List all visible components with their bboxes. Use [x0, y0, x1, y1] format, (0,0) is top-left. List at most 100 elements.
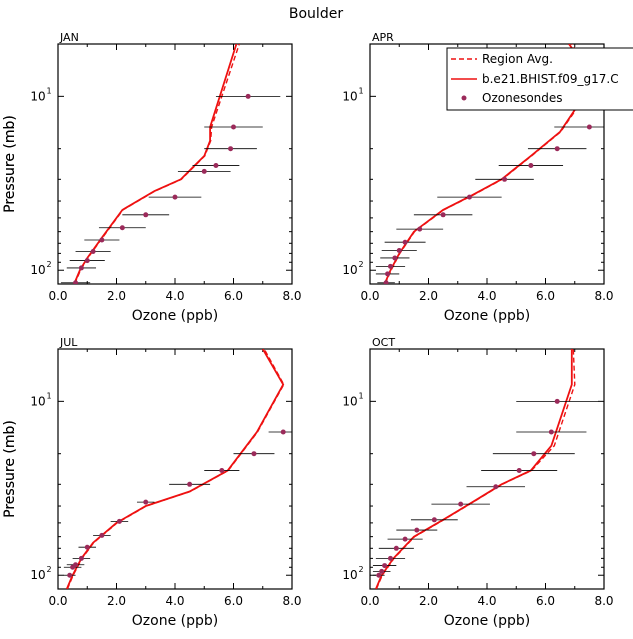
region-avg-line — [66, 349, 285, 589]
y-tick-label: 10 — [30, 394, 45, 408]
legend: Region Avg. b.e21.BHIST.f09_g17.C Ozones… — [446, 47, 633, 111]
sonde-marker — [231, 124, 236, 130]
y-tick-label: 10 — [342, 394, 357, 408]
sonde-marker — [516, 468, 522, 474]
y-tick-exponent: 1 — [358, 86, 363, 95]
sonde-marker — [493, 484, 499, 490]
x-tick-label: 0.0 — [48, 594, 67, 608]
y-tick-label: 10 — [342, 89, 357, 103]
plot-frame — [369, 348, 605, 590]
y-tick-label: 10 — [30, 568, 45, 582]
panel-label: JAN — [59, 31, 79, 44]
figure-title: Boulder — [289, 6, 343, 22]
legend-box — [446, 47, 633, 111]
sonde-marker — [528, 163, 534, 169]
y-tick-label: 10 — [342, 568, 357, 582]
y-axis-label: Pressure (mb) — [2, 420, 18, 518]
sonde-marker — [73, 562, 79, 568]
y-tick-label: 10 — [342, 263, 357, 277]
legend-label-model: b.e21.BHIST.f09_g17.C — [482, 72, 619, 86]
x-tick-label: 4.0 — [477, 594, 496, 608]
x-tick-label: 8.0 — [282, 289, 301, 303]
sonde-marker — [502, 176, 508, 182]
y-axis-label: Pressure (mb) — [2, 115, 18, 213]
sonde-marker — [414, 527, 420, 533]
x-tick-label: 2.0 — [419, 289, 438, 303]
sonde-marker — [219, 468, 225, 474]
sonde-marker — [228, 146, 234, 152]
region-avg-line — [375, 349, 576, 589]
sonde-marker — [143, 499, 149, 505]
x-tick-label: 8.0 — [282, 594, 301, 608]
x-tick-label: 6.0 — [536, 289, 555, 303]
sonde-marker — [392, 255, 398, 261]
sonde-marker — [466, 194, 472, 200]
x-tick-label: 0.0 — [48, 289, 67, 303]
plot-area — [375, 44, 604, 284]
sonde-marker — [90, 248, 96, 254]
y-tick-label: 10 — [30, 89, 45, 103]
sonde-marker — [393, 545, 399, 551]
y-axis-label: Pressure (mb) — [2, 115, 18, 213]
sonde-marker — [84, 544, 90, 550]
sonde-marker — [251, 451, 257, 457]
y-axis-label: Pressure (mb) — [2, 420, 18, 518]
sonde-marker — [280, 429, 286, 435]
x-tick-label: 6.0 — [224, 594, 243, 608]
x-tick-label: 0.0 — [360, 289, 379, 303]
y-tick-exponent: 2 — [358, 565, 363, 574]
sonde-marker — [78, 555, 84, 561]
sonde-marker — [554, 146, 560, 152]
sonde-marker — [201, 168, 207, 174]
x-tick-label: 4.0 — [477, 289, 496, 303]
sonde-marker — [67, 572, 73, 578]
sonde-marker — [402, 536, 408, 542]
sonde-marker — [531, 451, 537, 457]
sonde-marker — [84, 258, 90, 264]
sonde-marker — [143, 212, 149, 218]
sonde-marker — [78, 265, 84, 271]
panel-label: APR — [372, 31, 394, 44]
model-line — [375, 349, 573, 589]
plot-area — [60, 44, 281, 284]
x-axis-label: Ozone (ppb) — [132, 308, 218, 324]
sonde-marker — [187, 481, 193, 487]
sonde-marker — [383, 280, 389, 284]
sonde-marker — [119, 225, 125, 231]
sonde-marker — [554, 398, 560, 404]
x-tick-label: 4.0 — [165, 594, 184, 608]
plot-area — [372, 349, 599, 589]
y-tick-exponent: 2 — [46, 565, 51, 574]
model-line — [65, 349, 285, 589]
sonde-marker — [586, 124, 592, 130]
x-tick-label: 0.0 — [360, 594, 379, 608]
y-tick-exponent: 1 — [358, 391, 363, 400]
y-tick-exponent: 2 — [358, 260, 363, 269]
sonde-marker — [382, 563, 388, 569]
sonde-marker — [116, 518, 122, 524]
panel-label: OCT — [372, 336, 395, 349]
x-tick-label: 8.0 — [594, 289, 613, 303]
model-line — [73, 44, 238, 284]
sonde-marker — [213, 163, 219, 169]
x-axis-label: Ozone (ppb) — [444, 613, 530, 629]
x-tick-label: 2.0 — [419, 594, 438, 608]
y-tick-exponent: 1 — [46, 391, 51, 400]
sonde-marker — [387, 263, 393, 269]
legend-marker-sonde — [461, 95, 467, 101]
x-tick-label: 6.0 — [224, 289, 243, 303]
y-tick-exponent: 2 — [46, 260, 51, 269]
sonde-marker — [379, 568, 385, 574]
panel-label: JUL — [59, 336, 78, 349]
sonde-marker — [376, 572, 382, 578]
sonde-marker — [99, 532, 105, 538]
sonde-marker — [172, 194, 178, 200]
sonde-marker — [431, 517, 437, 523]
x-tick-label: 6.0 — [536, 594, 555, 608]
plot-frame — [57, 348, 293, 590]
x-tick-label: 2.0 — [107, 289, 126, 303]
